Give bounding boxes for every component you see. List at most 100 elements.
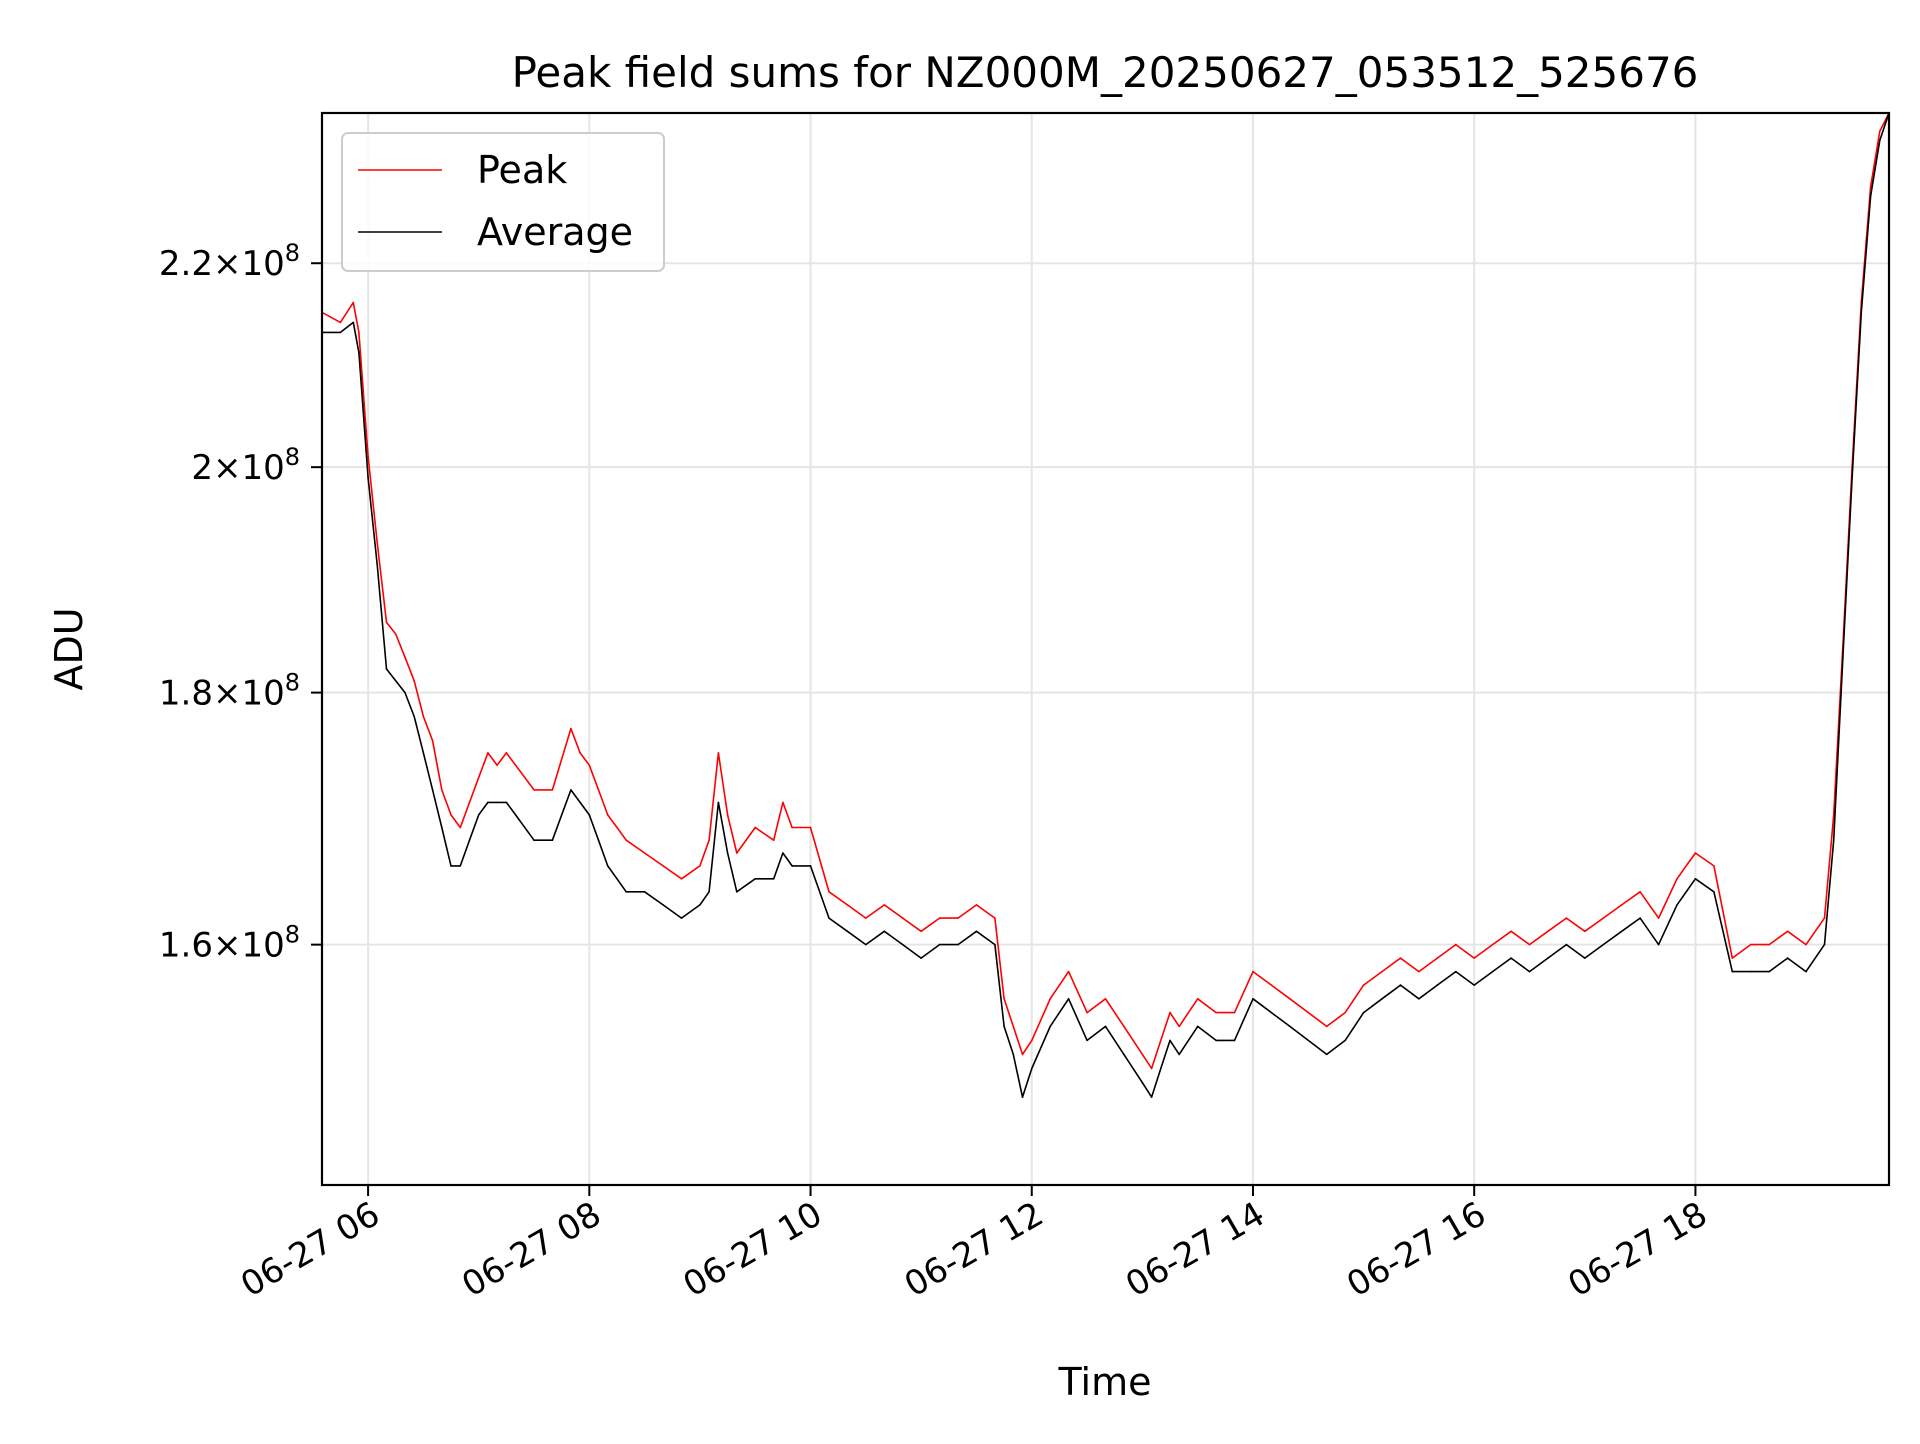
data-point-average: [625, 891, 627, 893]
data-point-peak: [477, 776, 480, 779]
y-tick-label: 1.6×108: [159, 921, 300, 966]
data-point-peak: [1381, 970, 1383, 973]
data-point-peak: [588, 764, 591, 766]
data-point-peak: [662, 865, 664, 867]
data-point-peak: [339, 321, 342, 324]
data-point-peak: [1252, 970, 1254, 973]
data-point-peak: [404, 656, 406, 658]
data-point-average: [597, 839, 600, 841]
data-point-average: [662, 904, 664, 906]
data-point-peak: [514, 764, 517, 766]
data-point-peak: [1676, 878, 1678, 880]
data-point-peak: [625, 839, 627, 841]
data-point-peak: [1344, 1011, 1346, 1014]
data-point-peak: [1639, 891, 1641, 893]
data-point-peak: [431, 739, 434, 742]
data-point-average: [1639, 917, 1641, 919]
data-point-peak: [459, 826, 462, 829]
data-point-average: [1879, 139, 1881, 142]
data-point-average: [616, 878, 618, 880]
data-point-average: [1169, 1039, 1171, 1042]
data-point-average: [404, 691, 406, 694]
data-point-average: [1436, 984, 1439, 986]
data-point-peak: [487, 752, 489, 754]
data-point-average: [1547, 957, 1549, 959]
data-point-average: [883, 930, 886, 933]
data-point-peak: [828, 891, 830, 893]
data-point-average: [588, 814, 591, 816]
data-point-peak: [1749, 943, 1752, 946]
data-point-average: [1031, 1067, 1033, 1070]
data-point-peak: [579, 752, 581, 754]
data-point-average: [1123, 1053, 1125, 1056]
data-point-average: [1160, 1067, 1162, 1070]
data-point-peak: [1307, 1011, 1310, 1014]
data-point-average: [1104, 1025, 1107, 1028]
data-point-average: [1049, 1025, 1051, 1028]
data-point-average: [533, 839, 535, 841]
data-point-peak: [394, 633, 397, 635]
data-point-average: [514, 814, 517, 816]
data-point-peak: [1169, 1011, 1171, 1014]
data-point-peak: [1196, 998, 1199, 1000]
data-point-average: [1842, 656, 1844, 658]
data-point-peak: [1150, 1067, 1153, 1070]
data-point-average: [809, 865, 812, 867]
data-point-average: [1694, 878, 1697, 880]
data-point-average: [496, 801, 498, 804]
data-point-peak: [920, 930, 922, 933]
data-point-peak: [1270, 984, 1273, 986]
data-point-peak: [505, 752, 508, 754]
y-axis-label: ADU: [47, 607, 91, 690]
data-point-average: [413, 715, 416, 718]
data-point-peak: [1141, 1053, 1144, 1056]
data-point-peak: [367, 455, 369, 458]
data-point-peak: [809, 826, 812, 829]
y-tick-label: 2.2×108: [159, 239, 300, 284]
data-point-average: [1252, 998, 1254, 1000]
data-point-average: [957, 943, 959, 946]
data-point-average: [1399, 984, 1402, 986]
data-point-peak: [901, 917, 904, 919]
data-point-peak: [450, 814, 452, 816]
data-point-peak: [772, 839, 775, 841]
data-point-peak: [1565, 917, 1568, 919]
data-point-average: [1215, 1039, 1217, 1042]
data-point-peak: [1879, 130, 1881, 132]
plot-frame: [320, 111, 1891, 1187]
data-point-peak: [865, 917, 867, 919]
data-point-average: [352, 321, 355, 324]
data-point-average: [487, 801, 489, 804]
data-point-average: [1620, 930, 1623, 933]
data-point-average: [1731, 970, 1734, 973]
data-point-average: [1362, 1011, 1365, 1014]
data-point-average: [920, 957, 922, 959]
data-point-average: [975, 930, 978, 933]
data-point-average: [772, 878, 775, 880]
data-point-average: [1455, 970, 1457, 973]
data-point-peak: [413, 680, 416, 682]
legend: Peak Average: [341, 132, 665, 272]
data-point-average: [468, 839, 471, 841]
data-point-average: [1307, 1039, 1310, 1042]
data-point-average: [1067, 998, 1070, 1000]
data-point-peak: [1086, 1011, 1088, 1014]
data-point-peak: [1123, 1025, 1125, 1028]
data-point-peak: [1067, 970, 1070, 973]
data-point-average: [901, 943, 904, 946]
data-point-peak: [1399, 957, 1402, 959]
data-point-peak: [1823, 917, 1826, 919]
y-tick-label: 1.8×108: [159, 669, 300, 714]
data-point-average: [431, 789, 434, 791]
data-point-average: [422, 752, 425, 754]
data-point-average: [938, 943, 941, 946]
data-point-average: [846, 930, 849, 933]
data-point-peak: [376, 542, 379, 545]
data-point-average: [1473, 984, 1475, 986]
data-point-average: [1270, 1011, 1273, 1014]
data-point-peak: [883, 904, 886, 906]
data-point-average: [367, 477, 369, 479]
data-point-average: [1823, 943, 1826, 946]
data-point-peak: [1436, 957, 1439, 959]
